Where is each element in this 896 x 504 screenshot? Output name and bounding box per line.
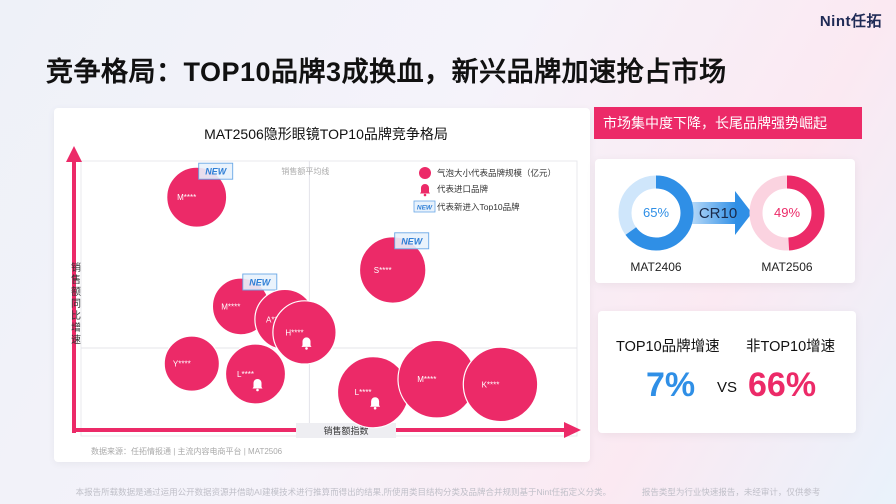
y-axis-label-char: 比 <box>71 310 81 322</box>
bubble-label: L**** <box>355 388 372 397</box>
y-axis-label-char: 增 <box>71 321 81 334</box>
cr10-before-period: MAT2406 <box>630 260 681 274</box>
ring-fill <box>749 175 825 251</box>
chart-card: MAT2506隐形眼镜TOP10品牌竞争格局 销售额平均线 销售额同比增速 销售… <box>54 108 590 462</box>
cr10-after-value: 49% <box>774 205 800 220</box>
cr10-graphic: CR10 65% 49% MAT2406 MAT2506 <box>618 175 825 274</box>
legend-import-icon <box>420 184 430 197</box>
svg-text:NEW: NEW <box>417 205 433 212</box>
page-title: 竞争格局：TOP10品牌3成换血，新兴品牌加速抢占市场 <box>46 57 727 87</box>
bubble-label: Y**** <box>173 360 191 369</box>
brand-logo: Nint任拓 <box>819 13 882 30</box>
bubble: H**** <box>272 300 337 365</box>
import-bell-icon <box>252 379 263 392</box>
new-badge-text: NEW <box>205 167 228 177</box>
top10-growth-label: TOP10品牌增速 <box>616 339 720 355</box>
non-top10-growth-label: 非TOP10增速 <box>746 339 836 355</box>
non-top10-growth-value: 66% <box>748 366 817 404</box>
bubble-circle <box>224 343 287 405</box>
y-axis-arrow <box>66 146 82 162</box>
avg-line-label: 销售额平均线 <box>281 166 329 176</box>
bubbles-group: M****NEWS****NEWM****NEWA****H****Y****L… <box>163 162 539 429</box>
cr10-card: CR10 65% 49% MAT2406 MAT2506 <box>595 159 855 283</box>
legend-import-text: 代表进口品牌 <box>437 184 489 194</box>
cr10-before-value: 65% <box>643 205 669 220</box>
footer: 本报告所载数据是通过运用公开数据资源并借助AI建模技术进行推算而得出的结果,所使… <box>0 486 896 498</box>
bubble-label: L**** <box>237 370 254 379</box>
bubble-circle <box>358 236 427 304</box>
footer-disclaimer: 本报告所载数据是通过运用公开数据资源并借助AI建模技术进行推算而得出的结果,所使… <box>75 487 612 497</box>
bubble-label: K**** <box>482 380 500 389</box>
import-bell-icon <box>301 337 312 350</box>
bubble-circle <box>163 335 221 392</box>
new-badge: NEW <box>394 232 430 250</box>
bubble-label: M**** <box>177 193 196 202</box>
bubble-circle <box>166 166 228 228</box>
bubble: M**** NEW <box>166 162 234 228</box>
x-axis-arrow <box>564 422 581 438</box>
headline-tag: 市场集中度下降，长尾品牌强势崛起 <box>594 107 862 139</box>
bubble: Y**** <box>163 335 221 392</box>
cr10-label: CR10 <box>699 205 737 222</box>
new-badge: NEW <box>242 273 278 291</box>
bubble: L**** <box>224 343 287 405</box>
legend-new-badge: NEW <box>413 200 436 213</box>
x-axis-label: 销售额指数 <box>323 425 368 436</box>
y-axis-label-char: 销 <box>71 261 81 274</box>
y-axis-label-char: 售 <box>71 273 81 286</box>
vs-text: VS <box>717 379 738 396</box>
bubble-label: H**** <box>285 328 303 337</box>
legend-bubble-mark <box>419 167 431 179</box>
chart-source: 数据来源：任拓情报通 | 主流内容电商平台 | MAT2506 <box>91 446 283 456</box>
bubble-circle <box>272 300 337 365</box>
bubble: L**** <box>336 356 410 429</box>
bubble-circle <box>336 356 410 429</box>
y-axis-label-char: 速 <box>71 334 81 346</box>
cr10-before-ring <box>618 175 694 251</box>
bubble-label: M**** <box>221 302 240 311</box>
new-badge-text: NEW <box>249 278 272 288</box>
legend-bubble-text: 气泡大小代表品牌规模（亿元） <box>437 168 556 178</box>
cr10-arrow-icon <box>683 191 752 235</box>
legend-new-text: 代表新进入Top10品牌 <box>437 202 520 212</box>
cr10-after-ring <box>749 175 825 251</box>
chart-title: MAT2506隐形眼镜TOP10品牌竞争格局 <box>204 126 448 142</box>
bubble-label: M**** <box>417 375 436 384</box>
new-badge: NEW <box>198 162 234 180</box>
import-bell-icon <box>370 397 381 410</box>
new-badge-text: NEW <box>401 236 424 246</box>
footer-note: 报告类型为行业快速报告，未经审计，仅供参考 <box>641 487 821 497</box>
top10-growth-value: 7% <box>646 366 696 404</box>
cr10-after-period: MAT2506 <box>761 260 812 274</box>
y-axis-label-char: 额 <box>71 285 81 298</box>
bubble-circle <box>462 346 539 423</box>
bubble: K**** <box>462 346 539 423</box>
bubble-label: S**** <box>374 266 392 275</box>
growth-card: TOP10品牌增速 非TOP10增速 7% VS 66% <box>598 311 856 433</box>
bubble: S**** NEW <box>358 232 430 304</box>
ring-fill <box>618 175 694 251</box>
y-axis-label-char: 同 <box>71 298 81 310</box>
